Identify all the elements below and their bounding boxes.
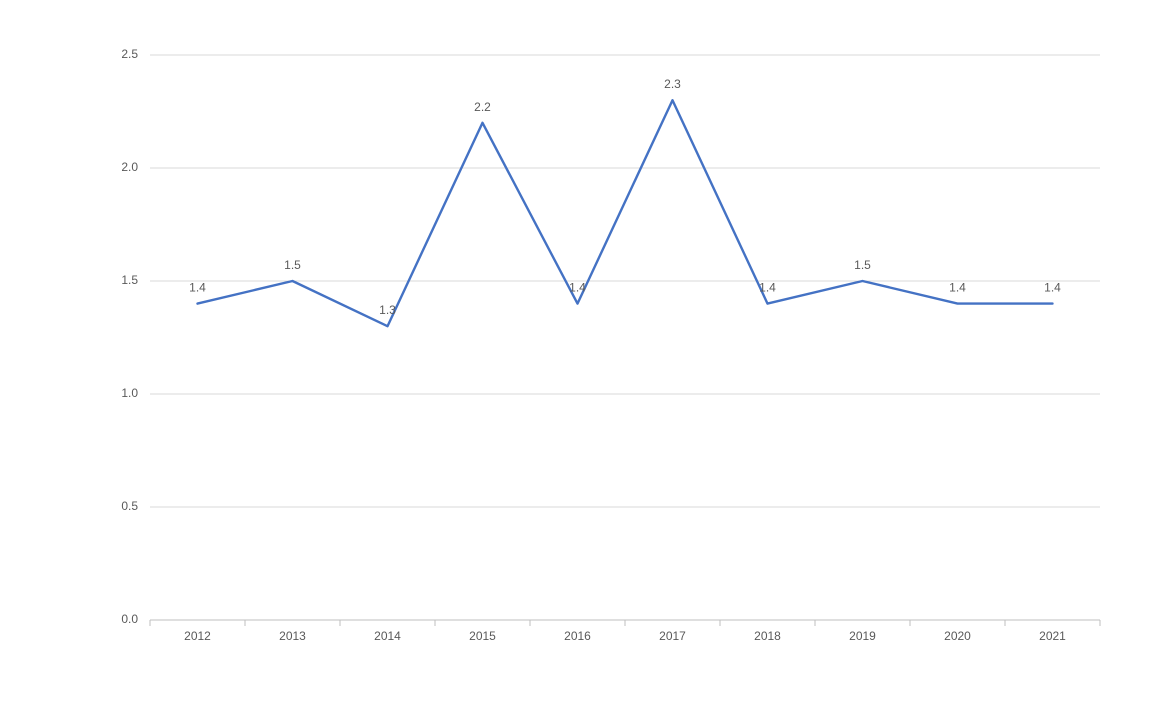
data-label: 1.4: [949, 281, 966, 295]
y-tick-label: 2.5: [121, 47, 138, 61]
y-tick-label: 0.5: [121, 499, 138, 513]
y-tick-label: 1.5: [121, 273, 138, 287]
y-tick-label: 0.0: [121, 612, 138, 626]
x-tick-label: 2019: [849, 629, 876, 643]
x-tick-label: 2018: [754, 629, 781, 643]
x-tick-label: 2015: [469, 629, 496, 643]
x-tick-label: 2013: [279, 629, 306, 643]
line-chart: 0.0 0.5 1.0 1.5 2.0 2.5 2012 2013 2014 2015 2016 20…: [0, 0, 1152, 712]
data-label: 1.4: [569, 281, 586, 295]
data-label: 1.4: [1044, 281, 1061, 295]
data-label: 1.5: [284, 258, 301, 272]
x-tick-label: 2014: [374, 629, 401, 643]
chart-svg: 0.0 0.5 1.0 1.5 2.0 2.5 2012 2013 2014 2015 2016 20…: [0, 0, 1152, 712]
y-tick-label: 1.0: [121, 386, 138, 400]
data-label: 1.4: [759, 281, 776, 295]
data-label: 2.2: [474, 100, 491, 114]
x-tick-label: 2012: [184, 629, 211, 643]
data-label: 2.3: [664, 77, 681, 91]
data-label: 1.4: [189, 281, 206, 295]
x-tick-label: 2021: [1039, 629, 1066, 643]
x-tick-label: 2016: [564, 629, 591, 643]
data-label: 1.5: [854, 258, 871, 272]
chart-background: [0, 0, 1152, 712]
y-tick-label: 2.0: [121, 160, 138, 174]
x-tick-label: 2017: [659, 629, 686, 643]
x-tick-label: 2020: [944, 629, 971, 643]
data-label: 1.3: [379, 303, 396, 317]
